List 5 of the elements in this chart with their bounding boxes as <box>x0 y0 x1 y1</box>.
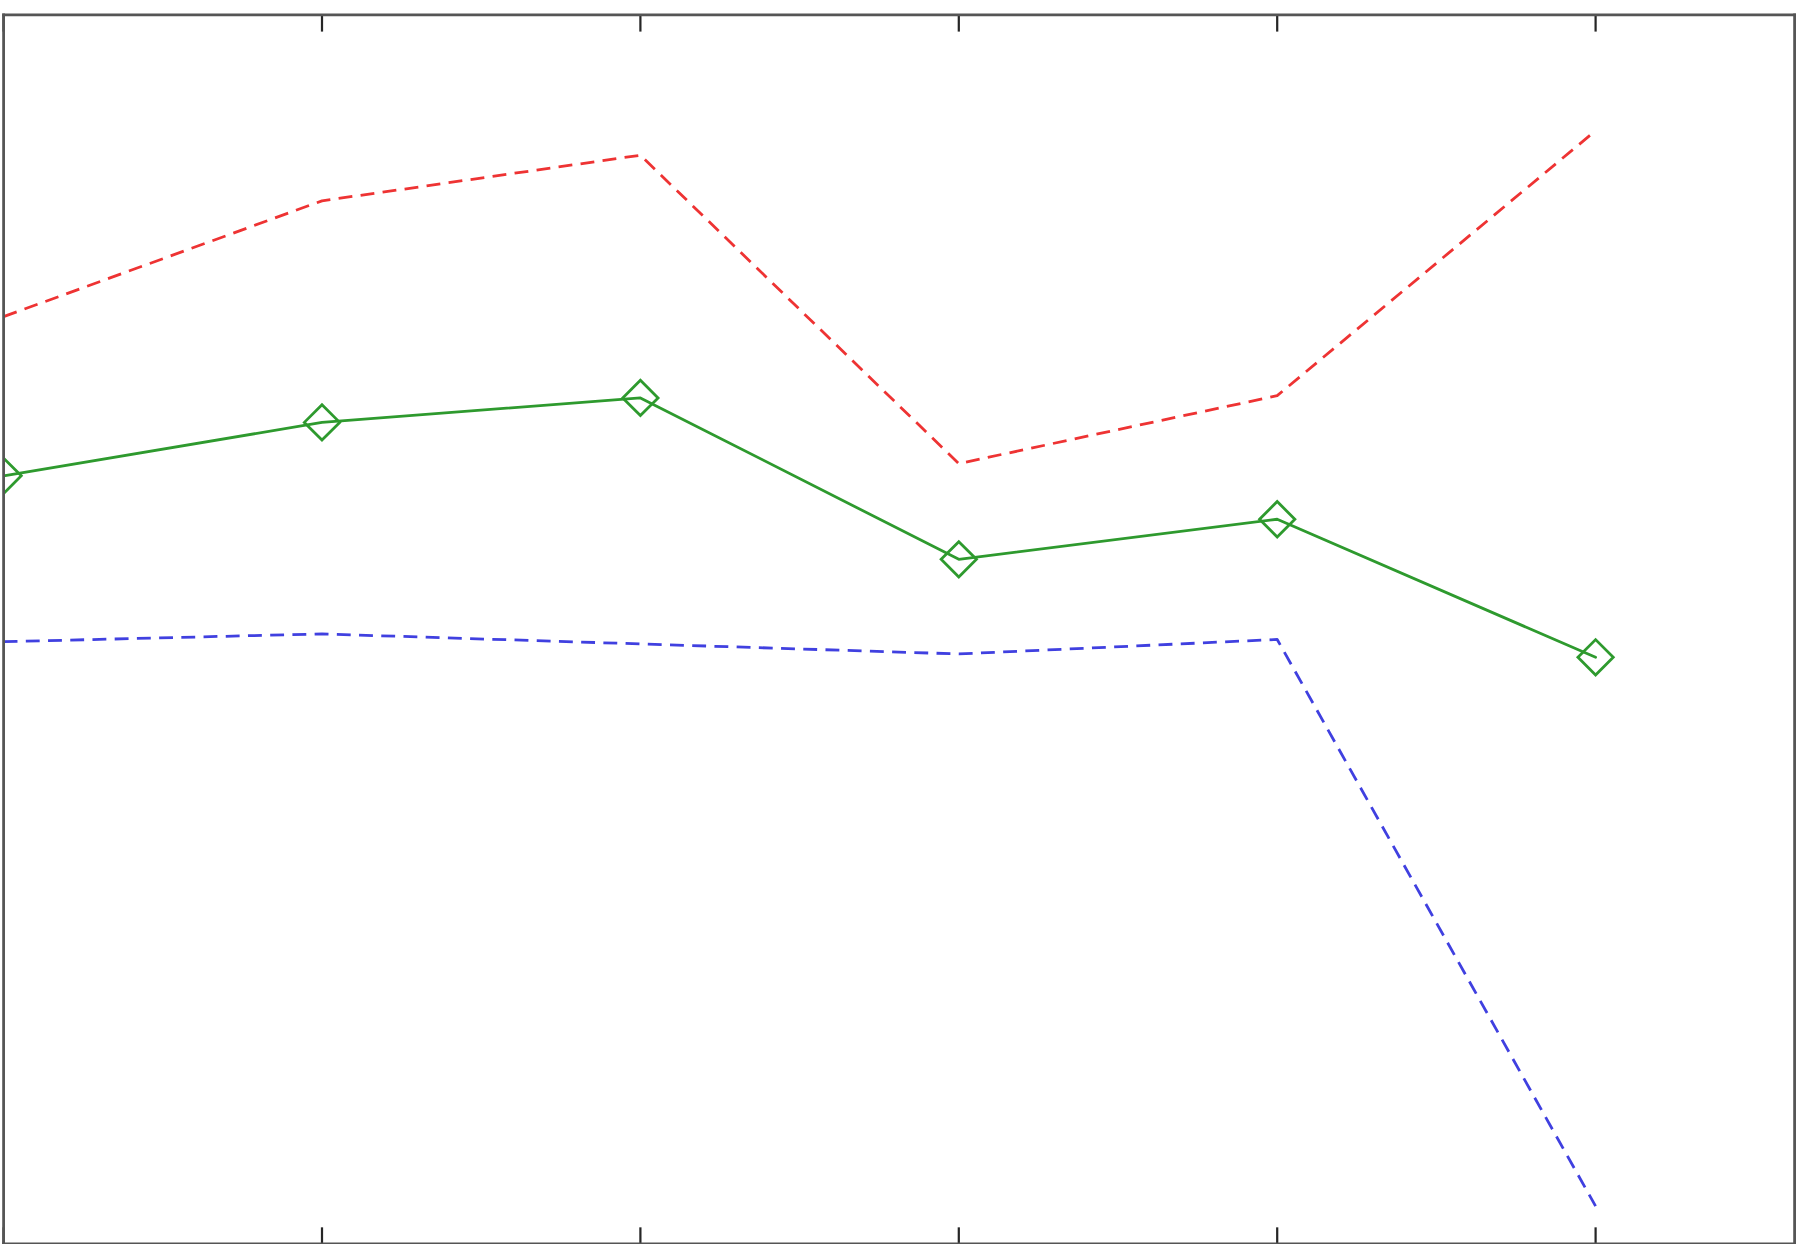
point <box>939 540 978 579</box>
point <box>302 403 342 442</box>
point <box>621 378 660 417</box>
point <box>1258 500 1297 539</box>
point <box>1576 638 1615 677</box>
